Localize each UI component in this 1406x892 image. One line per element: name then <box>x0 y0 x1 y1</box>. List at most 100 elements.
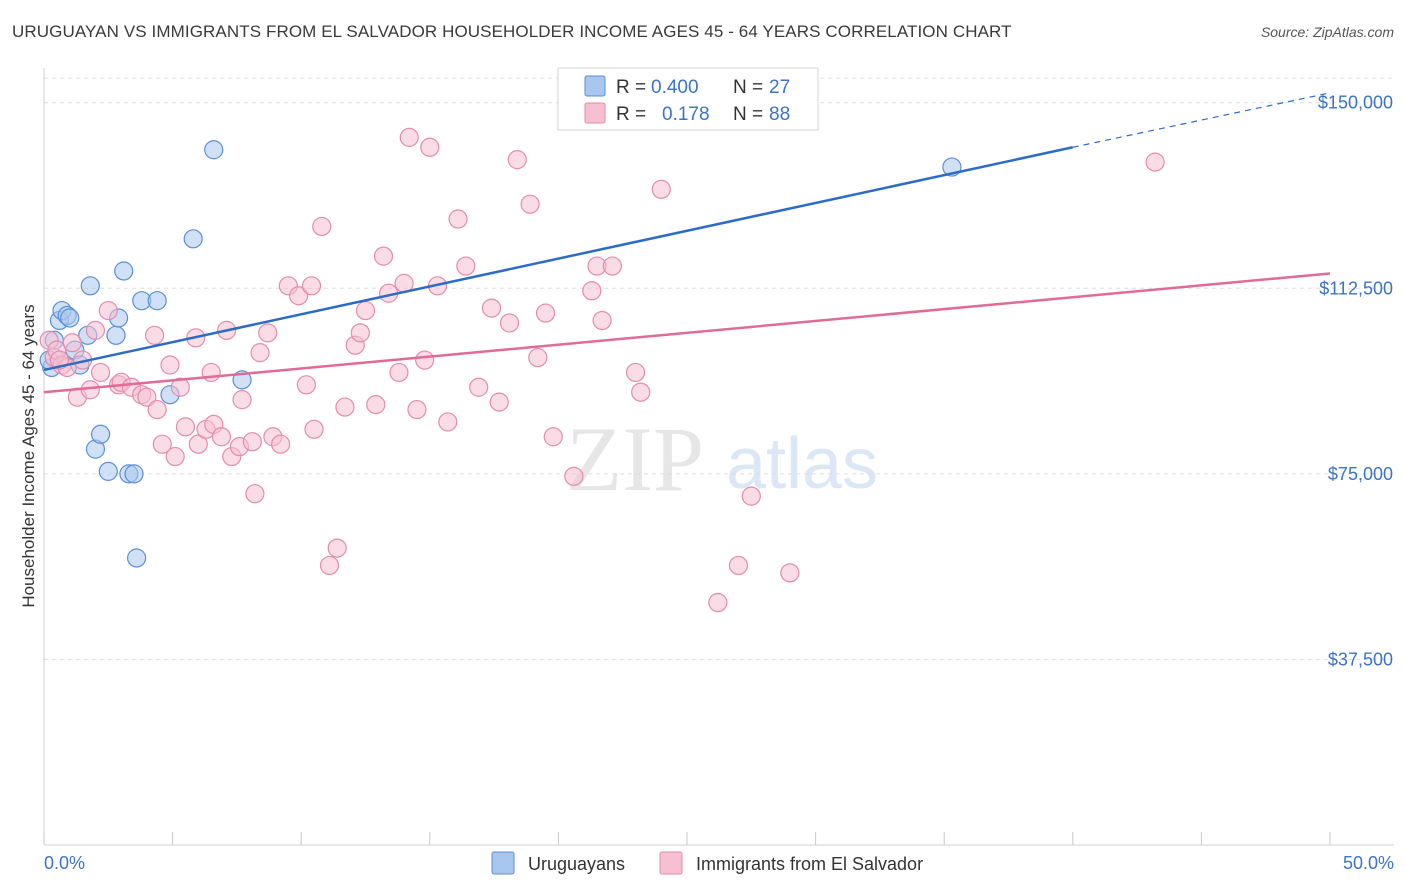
point-1-37 <box>258 323 278 343</box>
legend-n-label-0: N = <box>733 77 763 98</box>
point-0-18 <box>126 548 147 568</box>
point-1-17 <box>144 325 165 345</box>
point-1-81 <box>651 179 671 199</box>
point-1-39 <box>271 434 291 454</box>
point-1-23 <box>175 417 196 437</box>
chart-title: URUGUAYAN VS IMMIGRANTS FROM EL SALVADOR… <box>12 22 1012 41</box>
point-1-84 <box>741 486 761 506</box>
point-1-68 <box>499 313 520 333</box>
series-legend: Uruguayans Immigrants from El Salvador <box>491 851 923 875</box>
point-1-5 <box>62 333 82 353</box>
point-1-41 <box>289 286 309 306</box>
bottom-legend-label-el-salvador: Immigrants from El Salvador <box>696 854 923 874</box>
trend-lines <box>43 92 1331 394</box>
point-1-42 <box>296 375 316 395</box>
point-1-52 <box>366 394 386 415</box>
point-1-18 <box>147 399 167 420</box>
point-1-25 <box>188 434 208 454</box>
point-1-10 <box>90 362 111 383</box>
point-1-67 <box>489 392 509 412</box>
point-1-57 <box>399 127 419 147</box>
point-1-9 <box>85 320 106 340</box>
grid-lines <box>44 77 1394 660</box>
point-1-72 <box>535 303 556 323</box>
point-1-27 <box>201 362 221 383</box>
point-1-43 <box>301 276 322 296</box>
point-1-16 <box>137 387 157 407</box>
point-1-63 <box>448 209 468 229</box>
point-1-74 <box>564 466 584 486</box>
legend-r-value-1: 0.178 <box>662 104 710 125</box>
legend-n-value-0: 27 <box>769 77 790 98</box>
trend-line-1 <box>43 272 1331 394</box>
legend-r-label-1: R = <box>616 104 646 125</box>
point-1-71 <box>528 347 548 368</box>
point-0-15 <box>114 261 134 281</box>
point-1-85 <box>780 563 800 583</box>
bottom-legend-swatch-uruguayans <box>491 851 515 875</box>
legend-swatch-uruguayans <box>584 75 606 97</box>
point-1-44 <box>304 419 324 439</box>
y-axis-label: Householder Income Ages 45 - 64 years <box>19 304 38 607</box>
point-1-19 <box>152 434 172 454</box>
point-1-22 <box>170 377 190 397</box>
y-tick-label-1: $75,000 <box>1328 464 1393 484</box>
legend-n-label-1: N = <box>733 104 763 125</box>
point-1-35 <box>245 484 265 504</box>
point-1-47 <box>327 538 347 558</box>
point-1-34 <box>242 432 262 452</box>
stats-legend: R = 0.400 N = 27 R = 0.178 N = 88 <box>557 67 819 131</box>
point-1-80 <box>631 382 651 402</box>
point-0-13 <box>106 325 126 345</box>
source-label: Source: ZipAtlas.com <box>1260 24 1394 40</box>
y-tick-label-0: $37,500 <box>1328 649 1393 669</box>
bottom-legend-label-uruguayans: Uruguayans <box>528 854 625 874</box>
point-1-79 <box>625 362 646 383</box>
y-tick-label-2: $112,500 <box>1319 278 1393 298</box>
legend-r-label-0: R = <box>616 77 646 98</box>
point-1-29 <box>211 427 232 447</box>
point-1-53 <box>373 246 394 266</box>
point-1-83 <box>728 555 749 576</box>
axes <box>43 68 1394 846</box>
bottom-legend-swatch-el-salvador <box>659 851 683 875</box>
x-tick-label-right: 50.0% <box>1343 853 1394 873</box>
point-1-78 <box>602 256 623 276</box>
point-1-36 <box>250 343 270 363</box>
point-1-82 <box>708 592 728 613</box>
point-1-33 <box>232 390 252 410</box>
point-1-73 <box>543 427 563 447</box>
x-tick-label-left: 0.0% <box>44 853 85 873</box>
watermark-zip: ZIP <box>566 408 704 510</box>
point-0-5 <box>60 308 80 328</box>
point-1-55 <box>389 362 409 383</box>
point-0-12 <box>98 461 118 481</box>
point-1-75 <box>582 281 602 301</box>
point-1-20 <box>160 355 180 375</box>
point-1-45 <box>312 216 332 237</box>
y-tick-labels: $37,500 $75,000 $112,500 $150,000 <box>1318 93 1393 670</box>
point-0-22 <box>183 229 203 249</box>
point-0-11 <box>90 424 111 444</box>
point-1-46 <box>319 555 340 576</box>
point-1-58 <box>407 399 427 420</box>
point-0-17 <box>124 464 144 484</box>
point-1-50 <box>350 323 370 343</box>
point-1-60 <box>420 137 440 157</box>
point-1-59 <box>415 350 435 370</box>
trend-line-0 <box>43 146 1074 372</box>
point-0-23 <box>204 140 224 160</box>
point-0-20 <box>147 291 167 311</box>
point-1-70 <box>520 194 540 214</box>
series-el-salvador-points <box>39 127 1165 613</box>
point-1-21 <box>165 446 185 467</box>
legend-r-value-0: 0.400 <box>651 77 699 98</box>
point-1-66 <box>481 298 502 318</box>
point-1-65 <box>469 377 489 397</box>
point-1-51 <box>355 300 376 321</box>
trend-line-extension-0 <box>1072 92 1331 148</box>
point-1-11 <box>98 300 118 321</box>
x-ticks <box>43 832 1331 845</box>
point-1-48 <box>335 397 355 417</box>
